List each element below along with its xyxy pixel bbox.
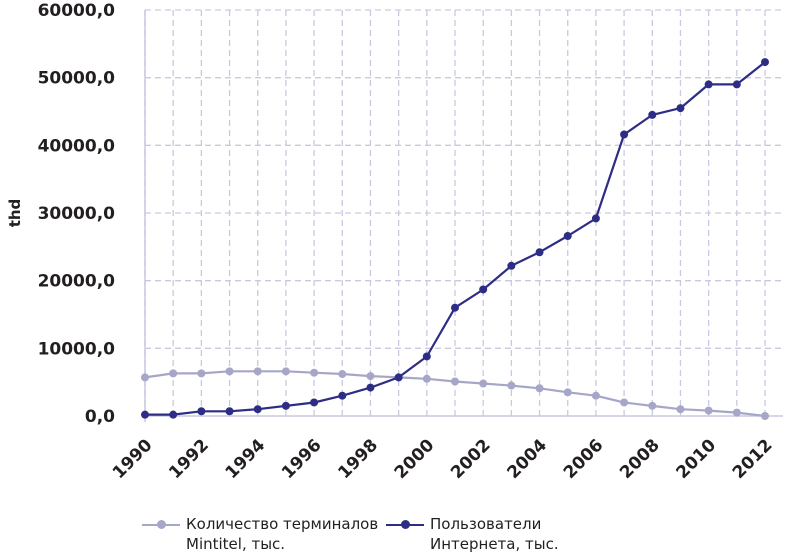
legend-marker-terminals — [142, 520, 180, 529]
data-point-1 — [451, 303, 459, 312]
data-point-1 — [141, 410, 149, 419]
data-point-1 — [281, 401, 290, 410]
x-tick-label: 2010 — [673, 435, 721, 483]
data-point-1 — [479, 285, 488, 294]
data-point-0 — [732, 408, 741, 417]
data-point-0 — [620, 398, 629, 407]
data-point-1 — [732, 80, 741, 89]
data-point-1 — [620, 130, 629, 139]
legend-marker-internet-users — [386, 520, 424, 529]
x-tick-label: 2004 — [503, 435, 551, 483]
data-point-0 — [141, 373, 149, 382]
data-point-0 — [225, 367, 234, 376]
line-chart: 0,0 10000,0 20000,0 30000,0 40000,0 50000,0 60… — [6, 1, 785, 483]
data-point-1 — [591, 214, 600, 223]
data-point-1 — [422, 352, 431, 361]
data-point-0 — [704, 406, 713, 415]
x-tick-label: 1996 — [278, 435, 326, 483]
legend-label-terminals-line2: Mintitel, тыс. — [186, 535, 286, 553]
data-point-0 — [422, 374, 431, 383]
y-tick-label: 60000,0 — [38, 1, 116, 21]
y-tick-label: 40000,0 — [38, 136, 116, 156]
data-point-1 — [704, 80, 713, 89]
data-point-0 — [591, 391, 600, 400]
data-point-1 — [535, 248, 544, 257]
data-point-0 — [451, 377, 459, 386]
y-tick-label: 0,0 — [85, 407, 115, 427]
legend-label-internet-users-line1: Пользователи — [430, 515, 542, 533]
y-tick-label: 50000,0 — [38, 69, 116, 89]
data-point-0 — [507, 381, 516, 390]
data-point-0 — [676, 405, 685, 414]
y-axis-label: thd — [6, 199, 24, 228]
data-point-1 — [648, 110, 657, 119]
legend-item-terminals: Количество терминалов Mintitel, тыс. — [142, 514, 378, 554]
x-tick-label: 2000 — [391, 435, 439, 483]
x-tick-label: 1990 — [109, 435, 157, 483]
legend-label-terminals-line1: Количество терминалов — [186, 515, 379, 533]
data-point-1 — [197, 407, 206, 416]
data-point-0 — [563, 388, 572, 397]
data-point-1 — [676, 104, 685, 113]
data-point-1 — [169, 410, 178, 419]
data-point-1 — [366, 383, 375, 392]
y-tick-label: 20000,0 — [38, 272, 116, 292]
data-point-1 — [338, 391, 347, 400]
data-point-1 — [253, 405, 262, 414]
data-point-0 — [169, 369, 178, 378]
data-point-0 — [338, 370, 347, 379]
data-point-1 — [507, 261, 516, 270]
data-point-0 — [648, 401, 657, 410]
data-point-0 — [310, 368, 319, 377]
data-point-0 — [197, 369, 206, 378]
data-point-0 — [281, 367, 290, 376]
data-point-0 — [479, 379, 488, 388]
y-tick-label: 30000,0 — [38, 204, 116, 224]
x-tick-label: 1994 — [222, 435, 270, 483]
x-tick-labels: 1990 1992 1994 1996 1998 2000 2002 2004 2006 2008… — [109, 435, 777, 483]
data-point-1 — [761, 58, 769, 67]
data-point-1 — [563, 232, 572, 241]
legend-label-internet-users-line2: Интернета, тыс. — [430, 535, 559, 553]
x-tick-label: 1998 — [334, 435, 382, 483]
grid — [144, 9, 785, 416]
x-tick-label: 1992 — [165, 435, 213, 483]
legend-item-internet-users: Пользователи Интернета, тыс. — [386, 514, 559, 554]
x-tick-label: 2012 — [729, 435, 777, 483]
x-tick-label: 2002 — [447, 435, 495, 483]
y-tick-labels: 0,0 10000,0 20000,0 30000,0 40000,0 50000,0 60… — [38, 1, 116, 427]
data-point-1 — [394, 373, 403, 382]
data-point-0 — [761, 412, 769, 420]
series-layer — [141, 58, 769, 420]
data-point-0 — [366, 372, 375, 381]
data-point-0 — [535, 384, 544, 393]
data-point-1 — [310, 398, 319, 407]
axes — [144, 10, 783, 422]
data-point-1 — [225, 407, 234, 416]
x-tick-label: 2006 — [560, 435, 608, 483]
x-tick-label: 2008 — [616, 435, 664, 483]
y-tick-label: 10000,0 — [38, 339, 116, 359]
data-point-0 — [253, 367, 262, 376]
